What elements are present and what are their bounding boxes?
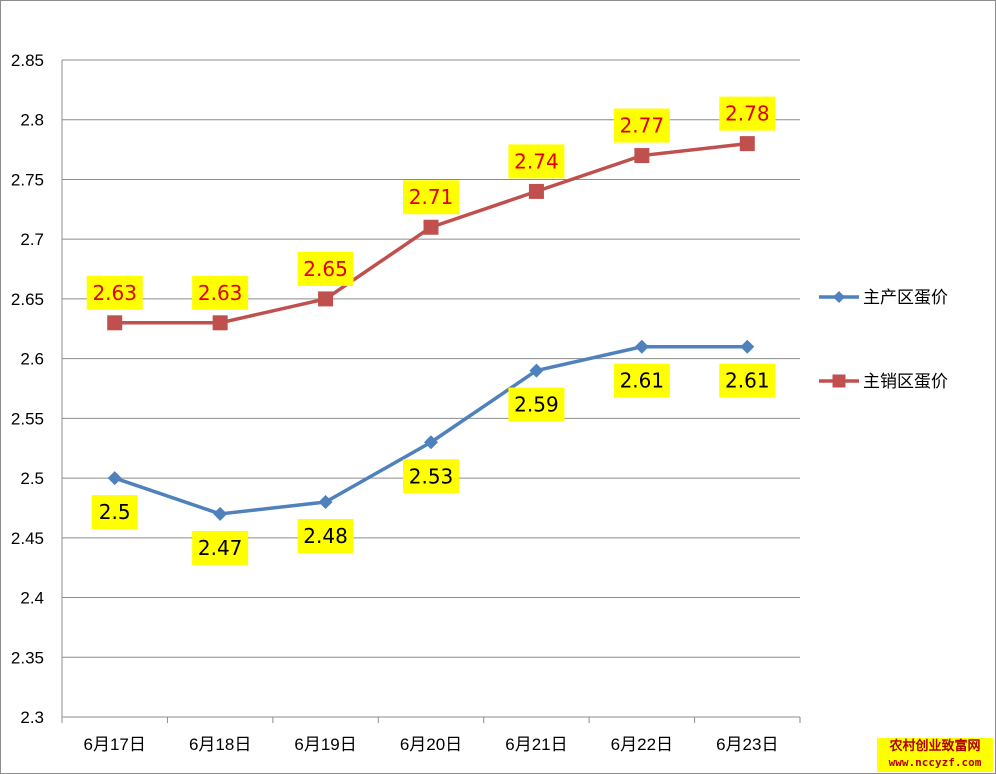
data-point-diamond [213, 506, 228, 521]
y-tick-label: 2.6 [20, 350, 44, 369]
watermark-logo: 农村创业致富网 www.nccyzf.com [877, 738, 993, 772]
y-tick-label: 2.85 [11, 51, 44, 70]
data-point-square [634, 148, 650, 164]
data-label: 2.63 [198, 281, 243, 305]
y-tick-label: 2.7 [20, 230, 44, 249]
data-label: 2.77 [620, 114, 665, 138]
data-point-square [528, 183, 544, 199]
y-tick-label: 2.4 [20, 589, 44, 608]
data-label-background [613, 108, 670, 143]
data-label: 2.78 [725, 102, 770, 126]
x-tick-label: 6月19日 [294, 735, 356, 754]
data-label-background [508, 387, 565, 422]
x-tick-label: 6月21日 [505, 735, 567, 754]
data-point-square [318, 291, 334, 307]
data-label-background [719, 96, 776, 131]
data-label-background [192, 275, 249, 310]
data-label-background [403, 459, 459, 494]
data-point-square [739, 136, 755, 152]
y-tick-label: 2.3 [20, 708, 44, 727]
data-point-diamond [318, 494, 333, 509]
data-label: 2.71 [409, 185, 454, 209]
data-label-background [192, 530, 249, 565]
x-tick-label: 6月22日 [611, 735, 673, 754]
y-tick-label: 2.35 [11, 648, 44, 667]
data-label-background [403, 180, 459, 215]
data-label-background [297, 518, 354, 553]
watermark-line2: www.nccyzf.com [888, 756, 982, 769]
data-label: 2.59 [514, 393, 559, 417]
data-label-background [91, 495, 138, 530]
data-label: 2.47 [198, 536, 243, 560]
data-label: 2.48 [303, 524, 348, 548]
y-tick-label: 2.5 [20, 469, 44, 488]
data-point-diamond [424, 435, 438, 450]
y-tick-label: 2.55 [11, 409, 44, 428]
legend-label-1: 主产区蛋价 [863, 288, 948, 308]
watermark-line1: 农村创业致富网 [889, 739, 981, 754]
x-tick-label: 6月18日 [189, 735, 251, 754]
y-tick-label: 2.45 [11, 529, 44, 548]
data-label: 2.61 [620, 369, 665, 393]
data-label: 2.65 [303, 257, 348, 281]
data-label-background [613, 363, 670, 398]
y-tick-label: 2.8 [20, 111, 44, 130]
data-point-diamond [107, 471, 122, 486]
y-tick-label: 2.75 [11, 170, 44, 189]
data-point-square [107, 315, 123, 331]
legend-label-2: 主销区蛋价 [863, 372, 948, 392]
legend-marker-square [832, 374, 846, 388]
data-label-background [86, 275, 143, 310]
data-label-background [508, 144, 565, 179]
legend-marker-diamond [833, 291, 845, 303]
data-point-diamond [529, 363, 544, 378]
data-label: 2.61 [725, 369, 770, 393]
data-point-diamond [634, 339, 649, 354]
x-tick-label: 6月20日 [400, 735, 462, 754]
data-label: 2.63 [92, 281, 137, 305]
data-point-diamond [740, 339, 755, 354]
data-label-background [297, 251, 354, 286]
data-point-square [212, 315, 228, 331]
data-point-square [423, 219, 439, 235]
x-tick-label: 6月17日 [84, 735, 146, 754]
data-label: 2.5 [99, 500, 131, 524]
y-tick-label: 2.65 [11, 290, 44, 309]
data-label: 2.74 [514, 149, 559, 173]
data-label: 2.53 [409, 464, 454, 488]
data-label-background [719, 363, 776, 398]
x-tick-label: 6月23日 [716, 735, 778, 754]
